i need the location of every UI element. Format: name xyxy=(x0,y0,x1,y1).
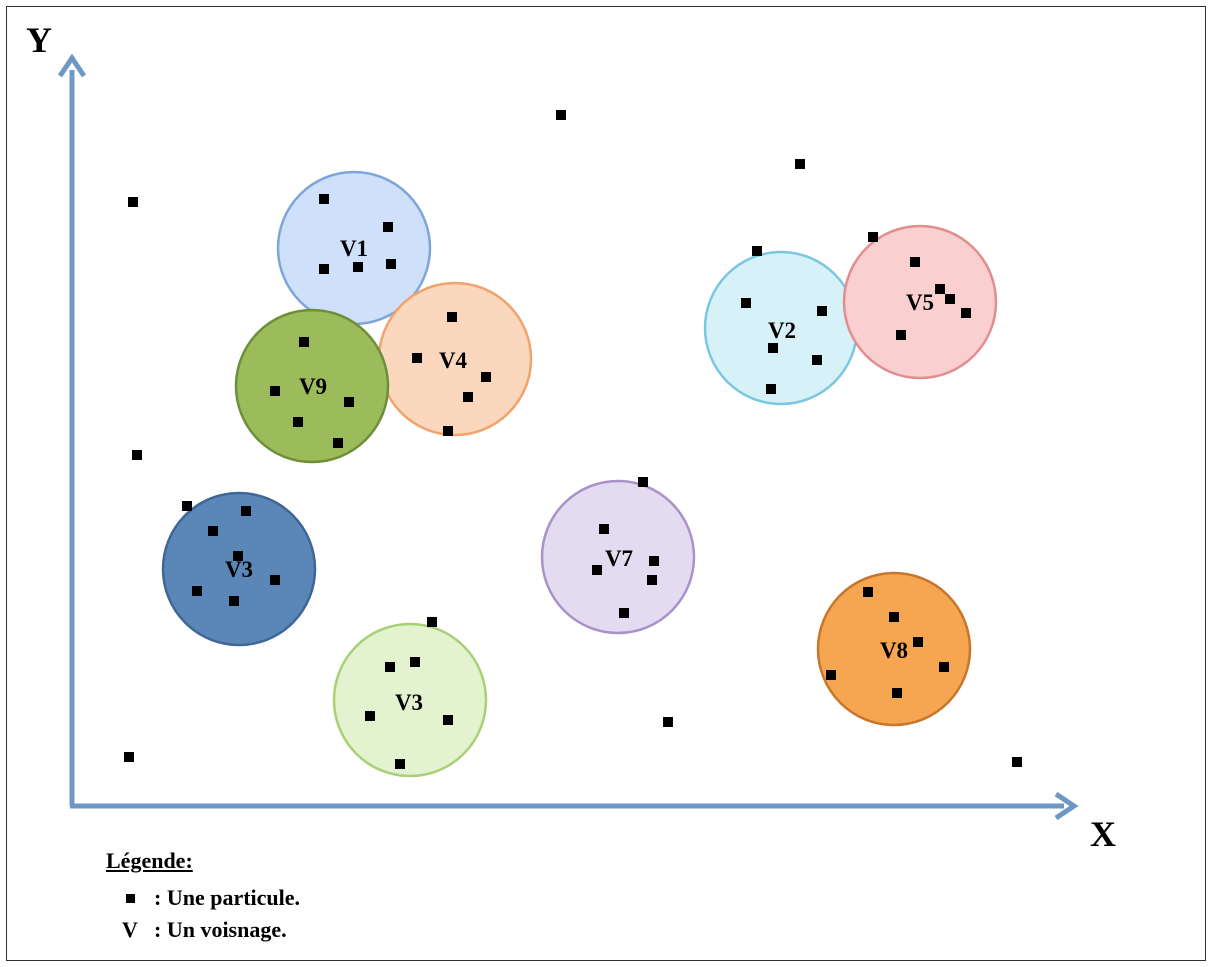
particle xyxy=(410,657,420,667)
particle xyxy=(192,586,202,596)
particle xyxy=(795,159,805,169)
neighborhoods xyxy=(161,170,998,778)
particle xyxy=(344,397,354,407)
neighborhood-v3a xyxy=(161,491,317,647)
particle xyxy=(1012,757,1022,767)
particle xyxy=(961,308,971,318)
y-axis-arrowhead xyxy=(57,53,87,78)
legend-row-neighborhood: V : Un voisnage. xyxy=(106,914,300,946)
particle xyxy=(863,587,873,597)
particle xyxy=(241,506,251,516)
particle xyxy=(132,450,142,460)
y-axis-label: Y xyxy=(26,20,52,60)
particle xyxy=(353,262,363,272)
particle xyxy=(741,298,751,308)
particle xyxy=(945,294,955,304)
x-axis-arrowhead xyxy=(1054,791,1079,821)
neighborhood-v3b xyxy=(332,622,488,778)
particle xyxy=(270,386,280,396)
particle xyxy=(638,477,648,487)
particle xyxy=(817,306,827,316)
particle xyxy=(443,715,453,725)
neighborhood-v7 xyxy=(540,479,696,635)
particle xyxy=(208,526,218,536)
x-axis-label: X xyxy=(1090,814,1116,854)
particle xyxy=(128,197,138,207)
particle xyxy=(385,662,395,672)
particle xyxy=(663,717,673,727)
legend-row-particle: : Une particule. xyxy=(106,882,300,914)
particle xyxy=(443,426,453,436)
particle xyxy=(826,670,836,680)
particle xyxy=(365,711,375,721)
particle xyxy=(592,565,602,575)
particle xyxy=(649,556,659,566)
neighborhood-v9 xyxy=(234,308,390,464)
particle xyxy=(619,608,629,618)
particle xyxy=(463,392,473,402)
particle xyxy=(299,337,309,347)
neighborhood-v5 xyxy=(842,224,998,380)
particles xyxy=(124,110,1022,769)
particle xyxy=(868,232,878,242)
neighborhood-labels: V1 V4 V9 V2 V5 V3 V7 V3 V8 xyxy=(225,236,934,715)
particle xyxy=(766,384,776,394)
particle xyxy=(124,752,134,762)
particle xyxy=(647,575,657,585)
particle xyxy=(752,246,762,256)
label-v7: V7 xyxy=(605,546,633,571)
label-v5: V5 xyxy=(906,290,934,315)
particle xyxy=(395,759,405,769)
particle xyxy=(427,617,437,627)
legend-neighborhood-symbol: V xyxy=(122,917,138,942)
label-v4: V4 xyxy=(439,348,468,373)
label-v3a: V3 xyxy=(225,557,253,582)
particle xyxy=(383,222,393,232)
label-v8: V8 xyxy=(880,638,908,663)
label-v9: V9 xyxy=(299,374,327,399)
particle xyxy=(412,353,422,363)
particle xyxy=(182,501,192,511)
particle xyxy=(229,596,239,606)
particle xyxy=(386,259,396,269)
particle xyxy=(556,110,566,120)
legend-particle-text: : Une particule. xyxy=(154,885,301,910)
label-v1: V1 xyxy=(340,236,368,261)
particle xyxy=(333,438,343,448)
particle xyxy=(939,662,949,672)
legend-particle-symbol xyxy=(106,893,154,903)
particle xyxy=(812,355,822,365)
label-v2: V2 xyxy=(768,318,796,343)
particle xyxy=(889,612,899,622)
particle xyxy=(270,575,280,585)
particle xyxy=(319,264,329,274)
particle xyxy=(913,637,923,647)
neighborhood-v8 xyxy=(816,571,972,727)
particle xyxy=(910,257,920,267)
particle xyxy=(447,312,457,322)
particle xyxy=(293,417,303,427)
particle xyxy=(481,372,491,382)
particle xyxy=(935,284,945,294)
particle xyxy=(599,524,609,534)
legend-title: Légende: xyxy=(106,848,193,873)
particle xyxy=(896,330,906,340)
particle xyxy=(319,194,329,204)
particle xyxy=(892,688,902,698)
label-v3b: V3 xyxy=(395,690,423,715)
particle xyxy=(233,551,243,561)
particle xyxy=(768,343,778,353)
legend-neighborhood-text: : Un voisnage. xyxy=(154,917,287,942)
particle-square-icon xyxy=(125,893,135,903)
legend: Légende: : Une particule. V : Un voisnag… xyxy=(106,848,300,946)
axes xyxy=(57,53,1079,821)
